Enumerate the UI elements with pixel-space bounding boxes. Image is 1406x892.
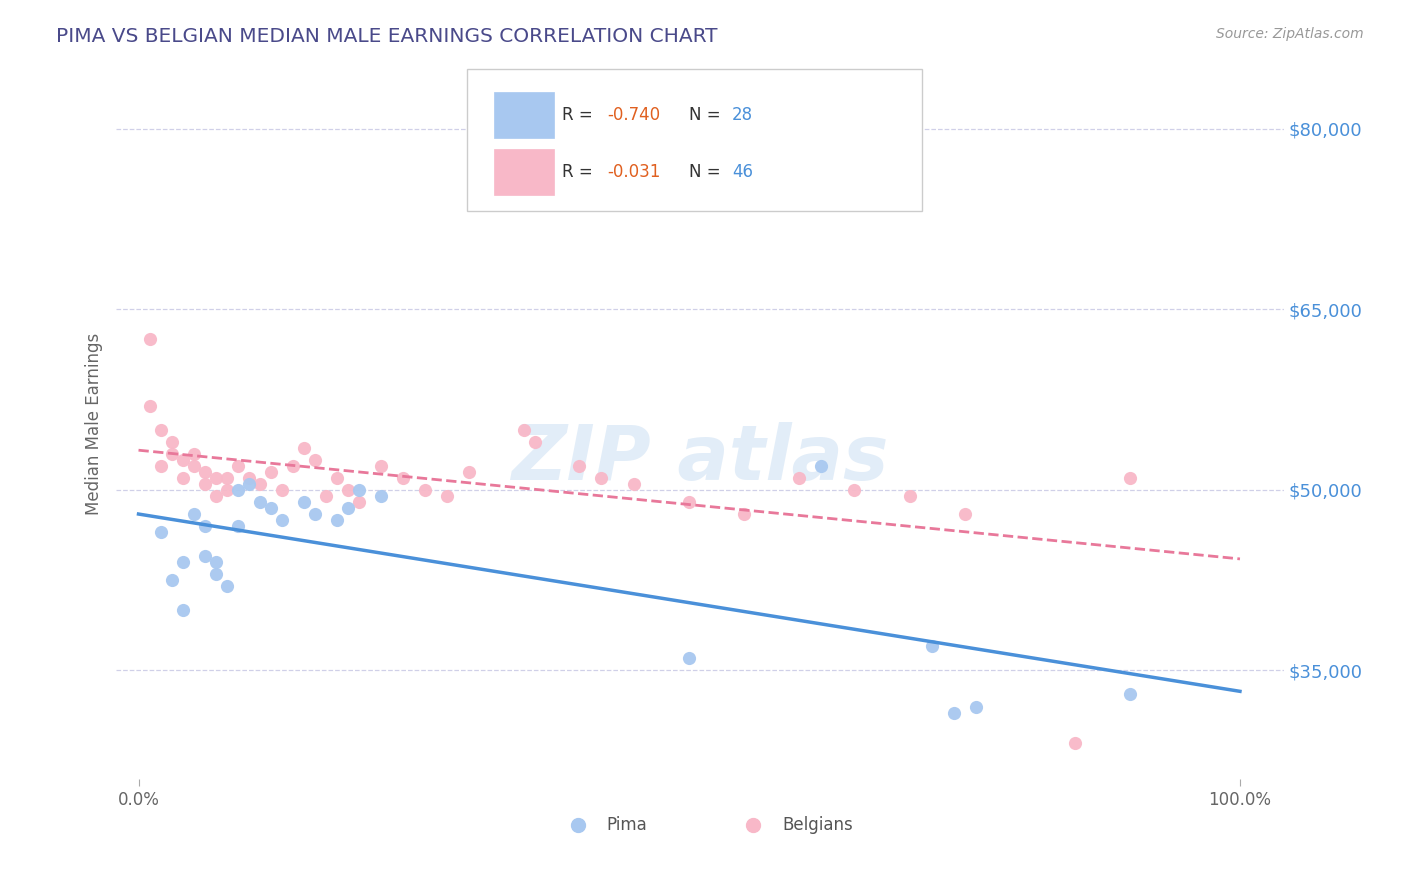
Point <box>172 555 194 569</box>
Point <box>513 423 536 437</box>
Point <box>326 471 349 485</box>
Point <box>215 471 238 485</box>
Point <box>733 507 755 521</box>
Point <box>215 579 238 593</box>
Point <box>270 483 292 497</box>
Point <box>194 476 217 491</box>
Point <box>898 489 921 503</box>
Point <box>270 513 292 527</box>
Point <box>260 500 283 515</box>
Text: 46: 46 <box>731 162 752 180</box>
Point <box>160 573 183 587</box>
FancyBboxPatch shape <box>467 69 922 211</box>
Point <box>921 640 943 654</box>
FancyBboxPatch shape <box>494 149 554 195</box>
Text: N =: N = <box>689 162 725 180</box>
Point <box>326 513 349 527</box>
Point <box>623 476 645 491</box>
Point <box>281 458 304 473</box>
Y-axis label: Median Male Earnings: Median Male Earnings <box>86 333 103 515</box>
Point <box>172 603 194 617</box>
Point <box>204 567 226 582</box>
Point <box>172 452 194 467</box>
Point <box>336 500 359 515</box>
Point <box>942 706 965 720</box>
Point <box>436 489 458 503</box>
Point <box>226 458 249 473</box>
Point <box>844 483 866 497</box>
Point <box>238 471 260 485</box>
Point <box>215 483 238 497</box>
Point <box>1063 736 1085 750</box>
Point <box>347 495 370 509</box>
FancyBboxPatch shape <box>494 92 554 138</box>
Point <box>458 465 481 479</box>
Point <box>304 507 326 521</box>
Point <box>336 483 359 497</box>
Point <box>347 483 370 497</box>
Point <box>568 458 591 473</box>
Point <box>138 399 160 413</box>
Text: PIMA VS BELGIAN MEDIAN MALE EARNINGS CORRELATION CHART: PIMA VS BELGIAN MEDIAN MALE EARNINGS COR… <box>56 27 717 45</box>
Point <box>678 651 700 665</box>
Point <box>370 458 392 473</box>
Point <box>965 699 987 714</box>
Point <box>183 447 205 461</box>
Point <box>370 489 392 503</box>
Point <box>194 465 217 479</box>
Point <box>149 524 172 539</box>
Point <box>160 434 183 449</box>
Point <box>204 489 226 503</box>
Text: Belgians: Belgians <box>782 816 852 834</box>
Point <box>183 458 205 473</box>
Point <box>260 465 283 479</box>
Point <box>304 452 326 467</box>
Point <box>789 471 811 485</box>
Text: 28: 28 <box>731 105 752 124</box>
Point <box>194 519 217 533</box>
Point <box>292 441 315 455</box>
Point <box>524 434 547 449</box>
Point <box>1119 471 1142 485</box>
Point <box>249 495 271 509</box>
Point <box>238 476 260 491</box>
Point <box>183 507 205 521</box>
Text: -0.740: -0.740 <box>607 105 659 124</box>
Point <box>953 507 976 521</box>
Point <box>204 555 226 569</box>
Text: -0.031: -0.031 <box>607 162 661 180</box>
Point <box>292 495 315 509</box>
Text: R =: R = <box>562 162 599 180</box>
Point <box>392 471 415 485</box>
Point <box>149 423 172 437</box>
Point <box>149 458 172 473</box>
Text: Source: ZipAtlas.com: Source: ZipAtlas.com <box>1216 27 1364 41</box>
Text: R =: R = <box>562 105 599 124</box>
Point <box>413 483 436 497</box>
Point <box>678 495 700 509</box>
Point <box>138 332 160 346</box>
Point <box>226 483 249 497</box>
Point <box>160 447 183 461</box>
Text: N =: N = <box>689 105 725 124</box>
Point <box>810 458 832 473</box>
Text: ZIP atlas: ZIP atlas <box>512 422 889 496</box>
Point <box>591 471 613 485</box>
Point <box>249 476 271 491</box>
Point <box>204 471 226 485</box>
Point <box>194 549 217 563</box>
Point <box>172 471 194 485</box>
Point <box>1119 688 1142 702</box>
Point <box>226 519 249 533</box>
Text: Pima: Pima <box>607 816 648 834</box>
Point <box>315 489 337 503</box>
